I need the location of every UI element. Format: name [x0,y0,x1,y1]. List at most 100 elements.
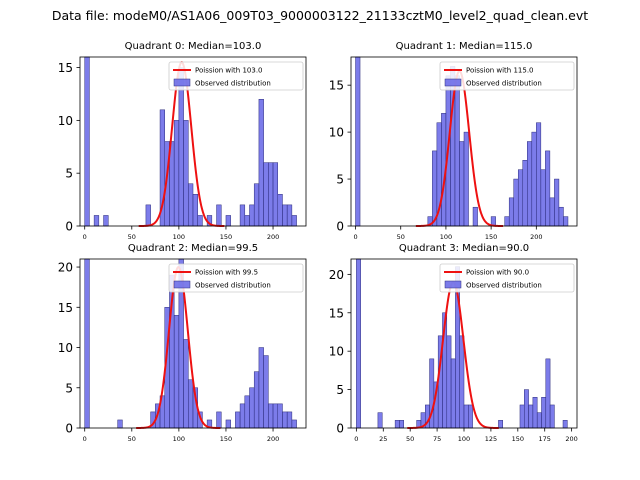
histogram-bar [563,216,569,227]
x-tick-label: 150 [512,435,524,443]
x-tick-label: 100 [173,435,185,443]
histogram-bar [377,412,383,429]
x-tick-label: 100 [440,233,452,241]
quadrant-2-title: Quadrant 2: Median=99.5 [128,243,258,254]
histogram-bar [356,258,361,429]
x-tick-label: 0 [83,435,87,443]
legend-bar-swatch [444,280,462,289]
legend-bar-swatch [173,78,191,87]
histogram-bar [522,160,528,227]
quadrant-1-title: Quadrant 1: Median=115.0 [396,41,533,52]
y-tick-label: 0 [336,422,344,436]
histogram-bar [282,204,288,227]
axes-frame [350,56,578,227]
histogram-bar [178,67,184,227]
histogram-bar [225,215,231,227]
histogram-bar [394,420,400,429]
histogram-bar [549,404,555,429]
x-tick-label: 150 [220,435,232,443]
histogram-bar [519,404,525,429]
histogram-bar [249,204,255,227]
histogram-bar [173,315,180,429]
legend-bar-swatch [444,78,462,87]
histogram-bar [253,183,260,227]
histogram-bar [558,206,564,227]
histogram-bar [145,204,151,227]
histogram-bar [536,412,542,429]
histogram-bar [291,215,297,227]
y-tick-label: 5 [336,383,344,397]
histogram-bar [268,403,274,429]
histogram-bar [253,371,260,429]
y-tick-label: 20 [329,268,344,282]
histogram-bar [554,178,560,227]
histogram-bar [459,335,465,429]
legend [439,61,575,91]
histogram-bar [84,258,90,429]
x-tick-label: 50 [128,233,136,241]
legend-bar-label: Observed distribution [195,80,271,88]
histogram-bar [225,419,231,429]
x-tick-label: 150 [485,233,497,241]
x-tick-label: 50 [406,435,414,443]
histogram-bar [468,404,473,429]
legend-curve-label: Poission with 103.0 [195,67,263,75]
x-tick-label: 75 [433,435,441,443]
legend-bar-label: Observed distribution [466,282,542,290]
histogram-bar [531,131,537,227]
quadrant-0-panel: 0 50 100 150 200 0 5 10 15 Poission with 103.0 Obs… [58,41,307,241]
histogram-bar [541,397,547,429]
histogram-bar [272,162,278,227]
histogram-bar [536,122,542,227]
x-tick-label: 200 [267,435,279,443]
histogram-bar [235,411,241,429]
histogram-bar [508,197,514,227]
x-tick-label: 25 [379,435,387,443]
histogram-bar [93,215,100,227]
histogram-bar [183,120,189,227]
y-tick-label: 15 [329,306,344,320]
y-tick-label: 10 [329,345,344,359]
histogram-bar [84,56,90,227]
x-tick-label: 125 [485,435,497,443]
histogram-bar [286,411,293,429]
y-tick-label: 5 [65,381,73,395]
histogram-bar [183,339,189,429]
x-tick-label: 50 [397,233,405,241]
quadrant-3-title: Quadrant 3: Median=90.0 [399,243,529,254]
y-tick-label: 10 [58,114,73,128]
legend-curve-label: Poission with 115.0 [466,67,534,75]
histogram-bar [216,204,222,227]
histogram-bar [258,347,264,429]
x-tick-label: 50 [128,435,136,443]
y-tick-label: 0 [65,422,73,436]
quadrant-3-panel: 0 25 50 75 100 125 150 175 200 0 5 10 15 20 Poission w… [329,243,578,443]
x-tick-label: 0 [353,233,357,241]
quadrant-0-title: Quadrant 0: Median=103.0 [125,41,262,52]
figure-title: Data file: modeM0/AS1A06_009T03_90000031… [52,8,588,23]
y-tick-label: 15 [329,79,344,93]
histogram-bar [472,206,478,227]
histogram-bar [188,183,194,227]
x-tick-label: 100 [173,233,185,241]
y-tick-label: 5 [336,173,344,187]
legend-bar-label: Observed distribution [195,282,271,290]
histogram-bar [239,204,246,227]
quadrant-1-panel: 0 50 100 150 200 0 5 10 15 Poission with 115.0 Obs… [329,41,578,241]
histogram-bar [498,420,503,429]
y-tick-label: 15 [58,61,73,75]
quadrant-2-panel: 0 50 100 150 200 0 5 10 15 20 Poission with 99.5 Ob… [58,243,307,443]
histogram-bar [263,162,269,227]
legend-bar-label: Observed distribution [466,80,542,88]
histogram-bar [513,178,519,227]
histogram-bar [258,99,264,227]
histogram-bar [244,395,250,429]
histogram-bar [263,355,269,429]
histogram-bar [459,141,465,227]
histogram-bar [517,169,524,227]
y-tick-label: 0 [336,220,344,234]
legend-curve-label: Poission with 90.0 [466,269,529,277]
x-tick-label: 0 [83,233,87,241]
legend-bar-swatch [173,280,191,289]
